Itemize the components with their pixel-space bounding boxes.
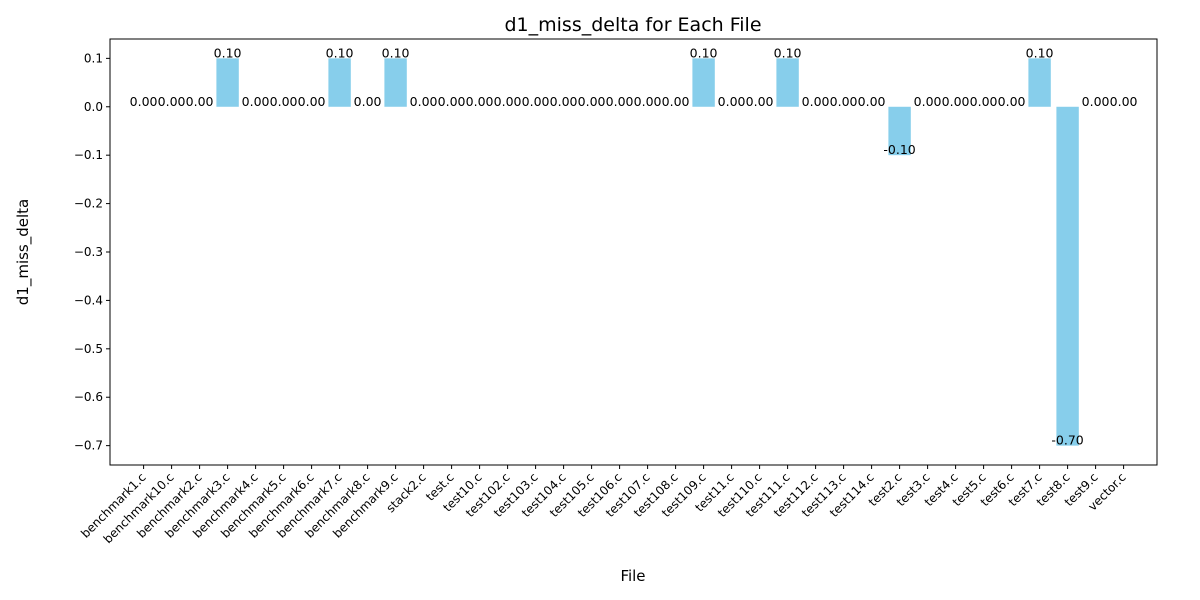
data-label: 0.00 — [354, 94, 382, 109]
y-axis: 0.1 0.0 −0.1 −0.2 −0.3 −0.4 −0.5 −0.6 −0.7 — [74, 51, 110, 453]
data-label: 0.00 — [130, 94, 158, 109]
data-label: 0.00 — [970, 94, 998, 109]
data-label: 0.00 — [270, 94, 298, 109]
y-tick-label: −0.1 — [74, 148, 103, 162]
data-label: 0.00 — [718, 94, 746, 109]
x-axis-label: File — [620, 567, 645, 585]
bar-test109-c — [692, 58, 715, 107]
y-axis-label: d1_miss_delta — [14, 199, 33, 305]
data-label: 0.00 — [550, 94, 578, 109]
data-label: 0.00 — [522, 94, 550, 109]
y-tick-label: −0.2 — [74, 197, 103, 211]
data-label: 0.00 — [1082, 94, 1110, 109]
bar-test8-c — [1056, 106, 1079, 446]
data-label: 0.00 — [186, 94, 214, 109]
plot-frame — [109, 38, 1158, 466]
data-label: 0.00 — [158, 94, 186, 109]
data-label: 0.00 — [438, 94, 466, 109]
bars-group — [216, 58, 1079, 446]
data-label: 0.00 — [858, 94, 886, 109]
data-label: 0.00 — [410, 94, 438, 109]
data-label: 0.10 — [382, 45, 410, 60]
y-tick-label: −0.4 — [74, 293, 103, 307]
data-label: 0.00 — [830, 94, 858, 109]
bar-test7-c — [1028, 58, 1051, 107]
y-tick-label: −0.3 — [74, 245, 103, 259]
data-label: 0.00 — [606, 94, 634, 109]
bar-test2-c — [888, 106, 911, 156]
data-label: 0.00 — [494, 94, 522, 109]
x-axis: benchmark1.cbenchmark10.cbenchmark2.cben… — [78, 465, 1129, 546]
data-label: -0.70 — [1051, 433, 1083, 448]
y-tick-label: −0.5 — [74, 342, 103, 356]
data-label: 0.10 — [690, 45, 718, 60]
bar-benchmark9-c — [384, 58, 407, 107]
bar-benchmark7-c — [328, 58, 351, 107]
chart-title: d1_miss_delta for Each File — [504, 14, 761, 36]
data-label: 0.00 — [634, 94, 662, 109]
data-label: 0.00 — [942, 94, 970, 109]
y-tick-label: −0.6 — [74, 390, 103, 404]
data-label: 0.00 — [298, 94, 326, 109]
data-label: 0.00 — [998, 94, 1026, 109]
data-label: 0.00 — [914, 94, 942, 109]
y-tick-label: −0.7 — [74, 439, 103, 453]
data-label: 0.00 — [1110, 94, 1138, 109]
data-label: 0.00 — [466, 94, 494, 109]
data-label: 0.00 — [662, 94, 690, 109]
data-label: -0.10 — [883, 142, 915, 157]
data-label: 0.10 — [214, 45, 242, 60]
bar-test111-c — [776, 58, 799, 107]
bar-benchmark3-c — [216, 58, 239, 107]
y-tick-label: 0.1 — [84, 51, 103, 65]
data-label: 0.00 — [802, 94, 830, 109]
data-label: 0.10 — [1026, 45, 1054, 60]
y-tick-label: 0.0 — [84, 100, 103, 114]
data-label: 0.10 — [774, 45, 802, 60]
data-label: 0.00 — [578, 94, 606, 109]
data-label: 0.10 — [326, 45, 354, 60]
data-labels-group: 0.00 0.00 0.000.100.00 0.00 0.000.100.000.10… — [130, 45, 1138, 447]
data-label: 0.00 — [746, 94, 774, 109]
data-label: 0.00 — [242, 94, 270, 109]
